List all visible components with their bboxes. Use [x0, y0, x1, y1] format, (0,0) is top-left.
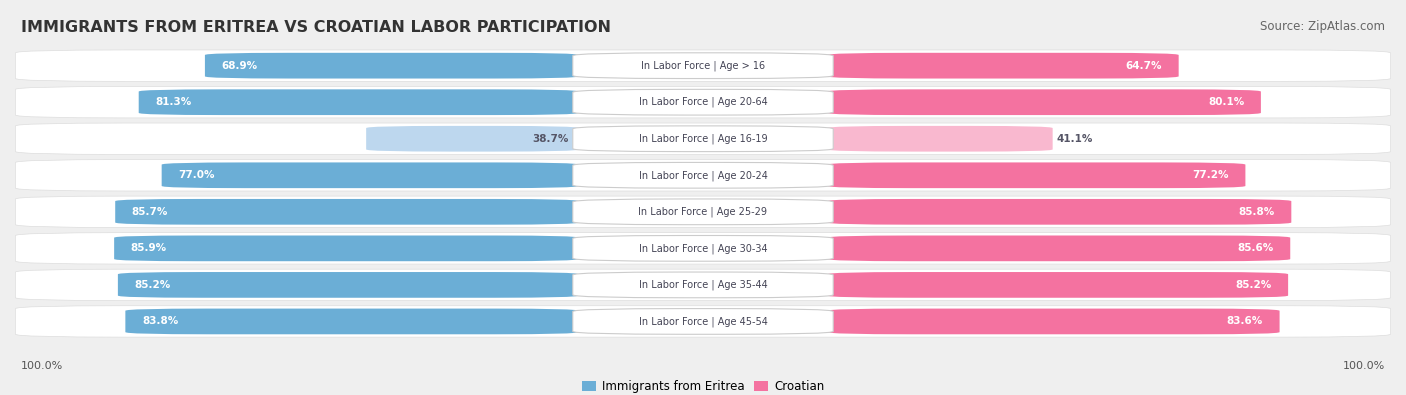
FancyBboxPatch shape — [114, 235, 578, 261]
FancyBboxPatch shape — [15, 269, 1391, 301]
Text: 38.7%: 38.7% — [533, 134, 568, 144]
Text: 80.1%: 80.1% — [1208, 97, 1244, 107]
FancyBboxPatch shape — [162, 162, 578, 188]
Text: 83.8%: 83.8% — [142, 316, 179, 326]
FancyBboxPatch shape — [205, 53, 578, 79]
FancyBboxPatch shape — [828, 199, 1291, 225]
FancyBboxPatch shape — [115, 199, 578, 225]
FancyBboxPatch shape — [15, 196, 1391, 228]
FancyBboxPatch shape — [572, 89, 834, 115]
FancyBboxPatch shape — [828, 308, 1279, 334]
FancyBboxPatch shape — [139, 89, 578, 115]
FancyBboxPatch shape — [15, 123, 1391, 154]
FancyBboxPatch shape — [572, 199, 834, 225]
Text: 64.7%: 64.7% — [1126, 61, 1163, 71]
FancyBboxPatch shape — [366, 126, 578, 152]
FancyBboxPatch shape — [125, 308, 578, 334]
FancyBboxPatch shape — [572, 162, 834, 188]
FancyBboxPatch shape — [828, 162, 1246, 188]
Text: 85.7%: 85.7% — [132, 207, 169, 217]
Text: 100.0%: 100.0% — [21, 361, 63, 371]
Text: 77.2%: 77.2% — [1192, 170, 1229, 180]
Text: 85.2%: 85.2% — [1236, 280, 1271, 290]
FancyBboxPatch shape — [828, 126, 1053, 152]
Text: 83.6%: 83.6% — [1227, 316, 1263, 326]
Text: In Labor Force | Age 30-34: In Labor Force | Age 30-34 — [638, 243, 768, 254]
Text: 68.9%: 68.9% — [222, 61, 257, 71]
Text: IMMIGRANTS FROM ERITREA VS CROATIAN LABOR PARTICIPATION: IMMIGRANTS FROM ERITREA VS CROATIAN LABO… — [21, 20, 612, 35]
FancyBboxPatch shape — [15, 233, 1391, 264]
FancyBboxPatch shape — [15, 87, 1391, 118]
FancyBboxPatch shape — [572, 308, 834, 334]
FancyBboxPatch shape — [15, 50, 1391, 81]
Text: 85.9%: 85.9% — [131, 243, 167, 253]
FancyBboxPatch shape — [828, 53, 1178, 79]
Text: In Labor Force | Age 16-19: In Labor Force | Age 16-19 — [638, 134, 768, 144]
Text: Source: ZipAtlas.com: Source: ZipAtlas.com — [1260, 20, 1385, 33]
Text: In Labor Force | Age > 16: In Labor Force | Age > 16 — [641, 60, 765, 71]
Text: In Labor Force | Age 25-29: In Labor Force | Age 25-29 — [638, 207, 768, 217]
FancyBboxPatch shape — [572, 272, 834, 298]
Text: In Labor Force | Age 45-54: In Labor Force | Age 45-54 — [638, 316, 768, 327]
FancyBboxPatch shape — [15, 160, 1391, 191]
Legend: Immigrants from Eritrea, Croatian: Immigrants from Eritrea, Croatian — [576, 376, 830, 395]
Text: 41.1%: 41.1% — [1057, 134, 1092, 144]
Text: In Labor Force | Age 20-24: In Labor Force | Age 20-24 — [638, 170, 768, 181]
Text: In Labor Force | Age 20-64: In Labor Force | Age 20-64 — [638, 97, 768, 107]
FancyBboxPatch shape — [828, 272, 1288, 298]
Text: 81.3%: 81.3% — [155, 97, 191, 107]
FancyBboxPatch shape — [572, 235, 834, 261]
Text: 85.8%: 85.8% — [1239, 207, 1275, 217]
FancyBboxPatch shape — [118, 272, 578, 298]
Text: 77.0%: 77.0% — [179, 170, 215, 180]
FancyBboxPatch shape — [15, 306, 1391, 337]
Text: 100.0%: 100.0% — [1343, 361, 1385, 371]
FancyBboxPatch shape — [828, 89, 1261, 115]
FancyBboxPatch shape — [828, 235, 1291, 261]
FancyBboxPatch shape — [572, 53, 834, 79]
Text: 85.2%: 85.2% — [135, 280, 170, 290]
Text: In Labor Force | Age 35-44: In Labor Force | Age 35-44 — [638, 280, 768, 290]
Text: 85.6%: 85.6% — [1237, 243, 1274, 253]
FancyBboxPatch shape — [572, 126, 834, 152]
